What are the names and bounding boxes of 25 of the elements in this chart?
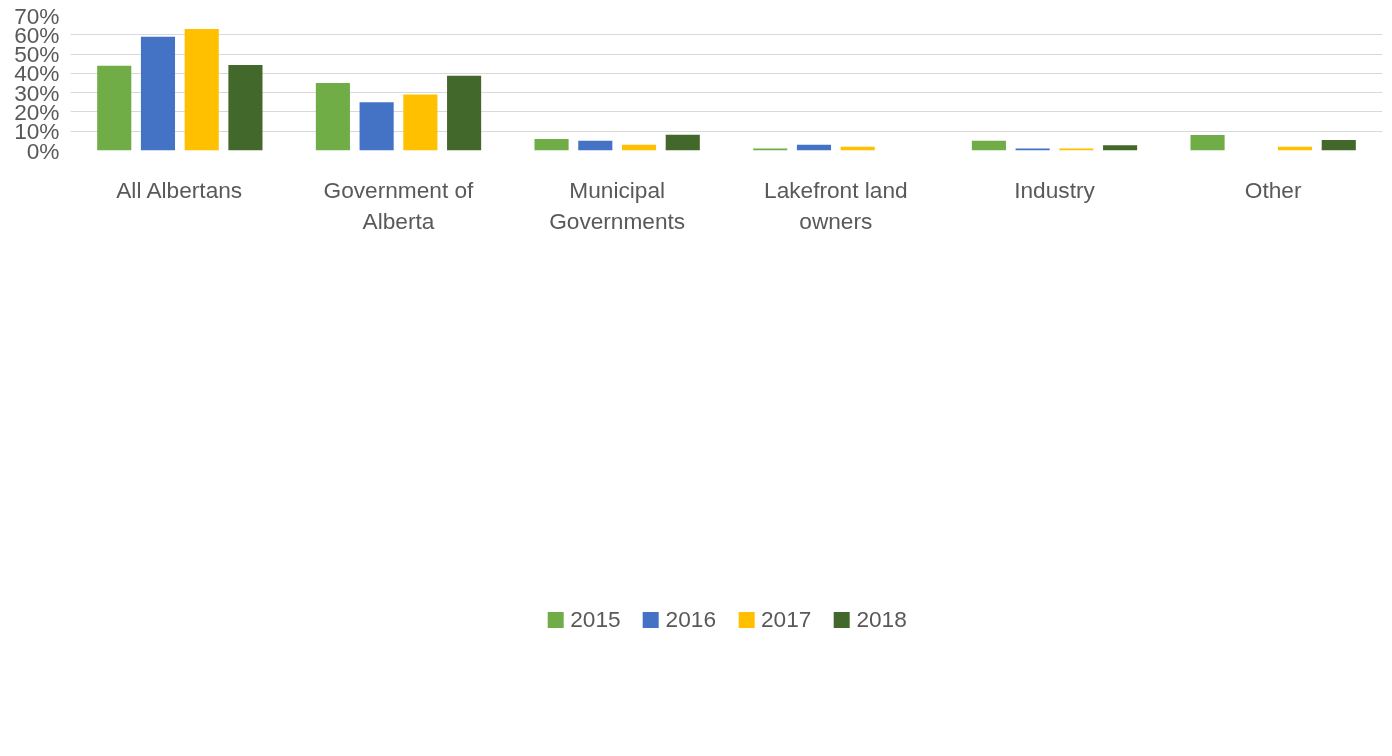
- bar: [184, 29, 219, 151]
- bar: [97, 65, 132, 151]
- bar: [228, 65, 263, 151]
- legend-label: 2018: [856, 605, 907, 633]
- bar: [140, 36, 176, 151]
- bar: [403, 94, 438, 151]
- bar: [971, 140, 1006, 151]
- x-tick-label: Industry: [1014, 176, 1096, 203]
- legend-label: 2017: [761, 605, 812, 633]
- bar: [359, 102, 394, 151]
- x-tick-label: Other: [1244, 176, 1302, 203]
- x-tick-label: Government of Alberta: [323, 176, 475, 234]
- bar: [534, 138, 569, 151]
- bar: [665, 134, 700, 151]
- legend-label: 2015: [570, 605, 621, 633]
- bar: [1103, 145, 1138, 151]
- bar: [1321, 139, 1356, 151]
- legend-label: 2016: [665, 605, 716, 633]
- x-tick-label: All Albertans: [116, 176, 243, 203]
- x-tick-label: Municipal Governments: [549, 176, 686, 234]
- bar: [1190, 135, 1225, 151]
- bar: [578, 140, 613, 151]
- bar: [315, 83, 350, 151]
- x-tick-label: Lakefront land owners: [764, 176, 908, 234]
- bar: [447, 75, 482, 151]
